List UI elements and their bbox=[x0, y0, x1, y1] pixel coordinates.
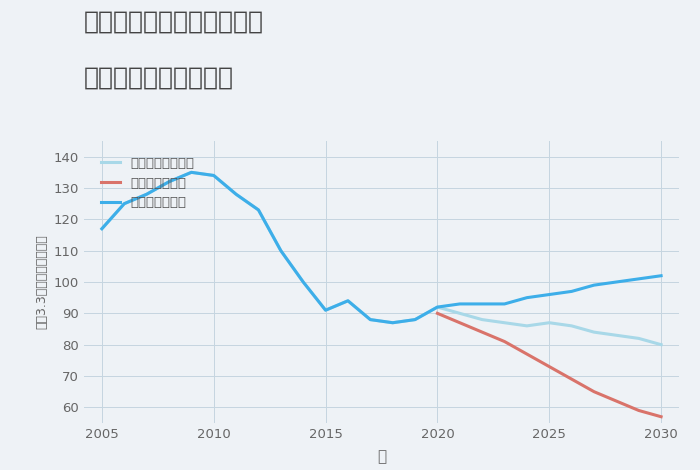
ノーマルシナリオ bbox=[366, 317, 375, 322]
グッドシナリオ bbox=[545, 292, 554, 298]
グッドシナリオ bbox=[500, 301, 509, 307]
Text: 兵庫県豊岡市出石町宵田の: 兵庫県豊岡市出石町宵田の bbox=[84, 9, 264, 33]
グッドシナリオ bbox=[232, 191, 240, 197]
ノーマルシナリオ bbox=[568, 323, 576, 329]
グッドシナリオ bbox=[590, 282, 598, 288]
ノーマルシナリオ bbox=[321, 307, 330, 313]
グッドシナリオ bbox=[344, 298, 352, 304]
グッドシナリオ bbox=[276, 248, 285, 253]
ノーマルシナリオ bbox=[523, 323, 531, 329]
ノーマルシナリオ bbox=[545, 320, 554, 326]
バッドシナリオ bbox=[612, 398, 621, 404]
バッドシナリオ bbox=[545, 364, 554, 369]
グッドシナリオ bbox=[634, 276, 643, 282]
グッドシナリオ bbox=[299, 279, 307, 285]
ノーマルシナリオ bbox=[478, 317, 486, 322]
ノーマルシナリオ bbox=[590, 329, 598, 335]
グッドシナリオ bbox=[411, 317, 419, 322]
グッドシナリオ bbox=[366, 317, 375, 322]
グッドシナリオ bbox=[612, 279, 621, 285]
グッドシナリオ bbox=[657, 273, 665, 279]
ノーマルシナリオ bbox=[456, 311, 464, 316]
ノーマルシナリオ bbox=[187, 170, 195, 175]
グッドシナリオ bbox=[389, 320, 397, 326]
ノーマルシナリオ bbox=[433, 304, 442, 310]
Line: ノーマルシナリオ: ノーマルシナリオ bbox=[102, 172, 661, 345]
バッドシナリオ bbox=[568, 376, 576, 382]
グッドシナリオ bbox=[456, 301, 464, 307]
グッドシナリオ bbox=[568, 289, 576, 294]
グッドシナリオ bbox=[209, 172, 218, 178]
グッドシナリオ bbox=[120, 201, 129, 206]
Legend: ノーマルシナリオ, バッドシナリオ, グッドシナリオ: ノーマルシナリオ, バッドシナリオ, グッドシナリオ bbox=[97, 153, 199, 213]
バッドシナリオ bbox=[590, 389, 598, 394]
バッドシナリオ bbox=[634, 407, 643, 413]
グッドシナリオ bbox=[164, 179, 173, 185]
ノーマルシナリオ bbox=[634, 336, 643, 341]
ノーマルシナリオ bbox=[389, 320, 397, 326]
Line: グッドシナリオ: グッドシナリオ bbox=[102, 172, 661, 323]
Y-axis label: 平（3.3㎡）単価（万円）: 平（3.3㎡）単価（万円） bbox=[35, 235, 48, 329]
バッドシナリオ bbox=[478, 329, 486, 335]
グッドシナリオ bbox=[321, 307, 330, 313]
ノーマルシナリオ bbox=[657, 342, 665, 347]
X-axis label: 年: 年 bbox=[377, 449, 386, 464]
バッドシナリオ bbox=[456, 320, 464, 326]
バッドシナリオ bbox=[523, 351, 531, 357]
Text: 中古戸建ての価格推移: 中古戸建ての価格推移 bbox=[84, 66, 234, 90]
グッドシナリオ bbox=[523, 295, 531, 300]
Line: バッドシナリオ: バッドシナリオ bbox=[438, 313, 661, 417]
グッドシナリオ bbox=[98, 226, 106, 232]
グッドシナリオ bbox=[142, 191, 150, 197]
ノーマルシナリオ bbox=[254, 207, 262, 213]
ノーマルシナリオ bbox=[344, 298, 352, 304]
ノーマルシナリオ bbox=[411, 317, 419, 322]
グッドシナリオ bbox=[478, 301, 486, 307]
バッドシナリオ bbox=[433, 311, 442, 316]
ノーマルシナリオ bbox=[299, 279, 307, 285]
ノーマルシナリオ bbox=[120, 201, 129, 206]
バッドシナリオ bbox=[657, 414, 665, 420]
ノーマルシナリオ bbox=[209, 172, 218, 178]
ノーマルシナリオ bbox=[232, 191, 240, 197]
ノーマルシナリオ bbox=[142, 191, 150, 197]
ノーマルシナリオ bbox=[612, 332, 621, 338]
ノーマルシナリオ bbox=[276, 248, 285, 253]
グッドシナリオ bbox=[433, 304, 442, 310]
グッドシナリオ bbox=[187, 170, 195, 175]
バッドシナリオ bbox=[500, 339, 509, 345]
ノーマルシナリオ bbox=[500, 320, 509, 326]
ノーマルシナリオ bbox=[164, 179, 173, 185]
ノーマルシナリオ bbox=[98, 226, 106, 232]
グッドシナリオ bbox=[254, 207, 262, 213]
